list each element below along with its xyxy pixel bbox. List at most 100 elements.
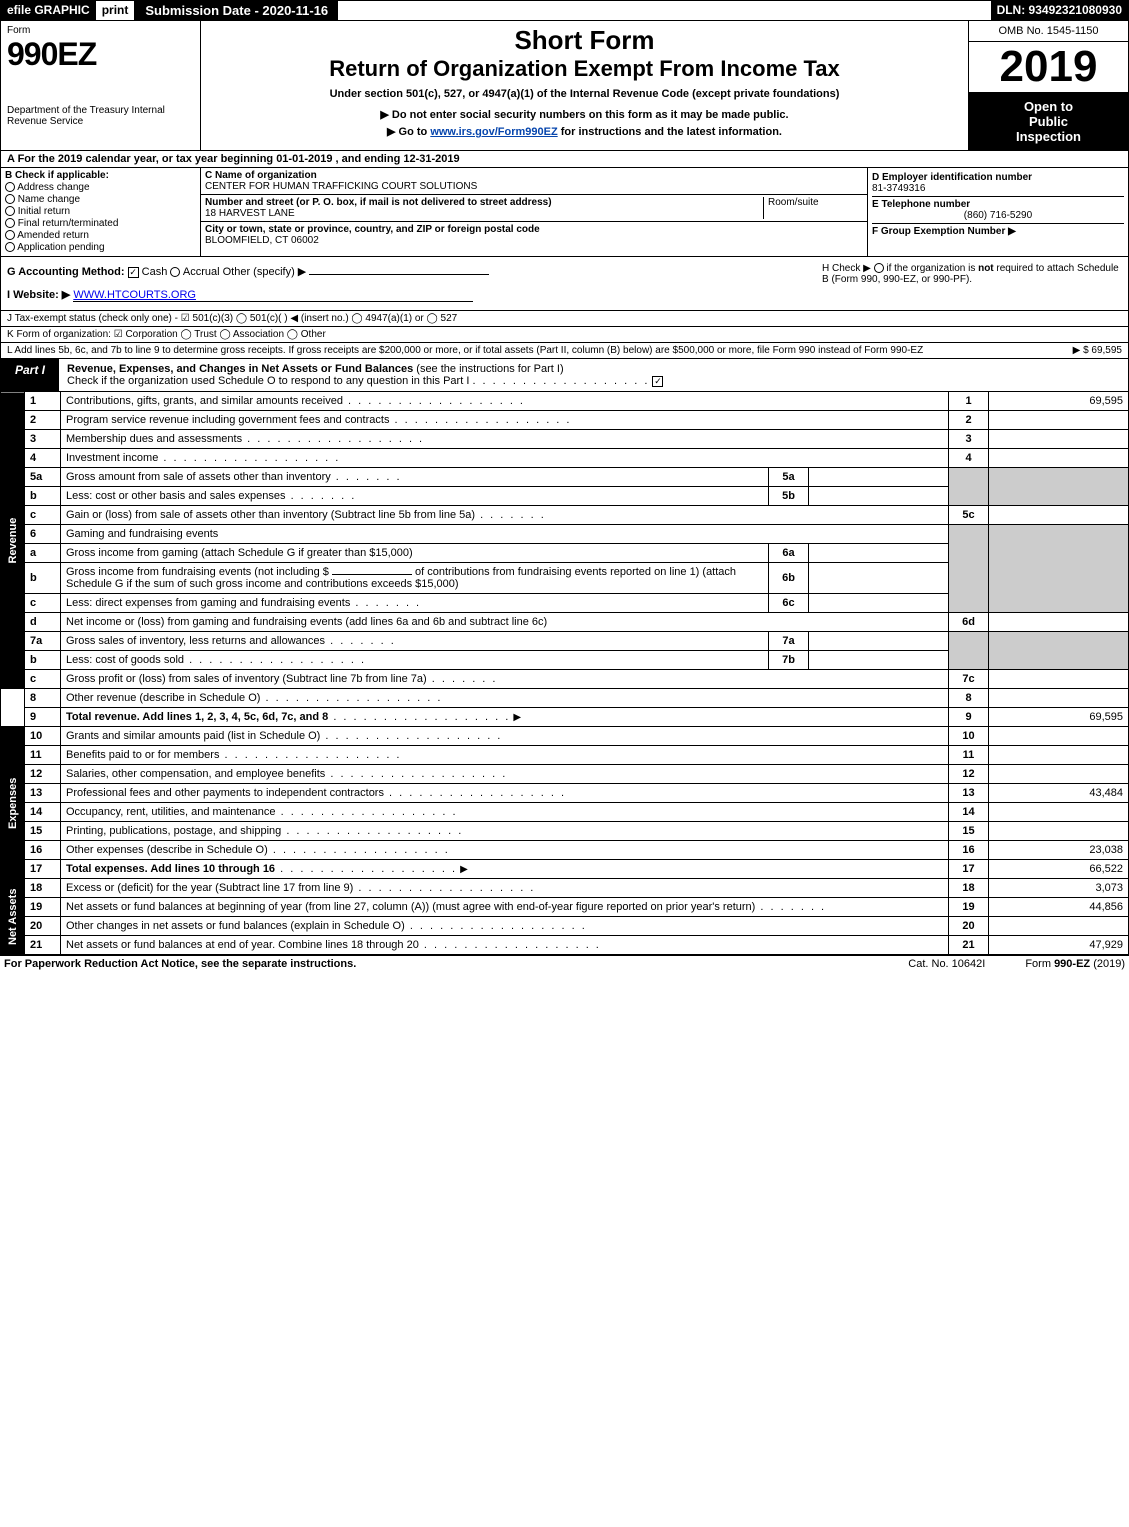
c-city-value: BLOOMFIELD, CT 06002	[205, 235, 540, 246]
l21-val: 47,929	[989, 936, 1129, 955]
short-form-title: Short Form	[205, 25, 964, 56]
l11-val	[989, 746, 1129, 765]
l21-num: 21	[25, 936, 61, 955]
grey-6	[949, 525, 989, 613]
l17-num: 17	[25, 860, 61, 879]
l10-val	[989, 727, 1129, 746]
l5b-desc: Less: cost or other basis and sales expe…	[61, 487, 769, 506]
goto-line: ▶ Go to www.irs.gov/Form990EZ for instru…	[205, 125, 964, 138]
l10-desc: Grants and similar amounts paid (list in…	[61, 727, 949, 746]
l2-rnum: 2	[949, 411, 989, 430]
l15-rnum: 15	[949, 822, 989, 841]
l13-num: 13	[25, 784, 61, 803]
d-tel-label: E Telephone number	[872, 199, 1124, 210]
revenue-tab: Revenue	[1, 392, 25, 689]
form-header: Form 990EZ Department of the Treasury In…	[0, 21, 1129, 151]
l16-num: 16	[25, 841, 61, 860]
l18-num: 18	[25, 879, 61, 898]
l16-desc: Other expenses (describe in Schedule O)	[61, 841, 949, 860]
l5a-num: 5a	[25, 468, 61, 487]
l1-val: 69,595	[989, 392, 1129, 411]
l14-val	[989, 803, 1129, 822]
row-k: K Form of organization: ☑ Corporation ◯ …	[0, 327, 1129, 343]
l1-desc: Contributions, gifts, grants, and simila…	[61, 392, 949, 411]
l5c-val	[989, 506, 1129, 525]
l7a-desc: Gross sales of inventory, less returns a…	[61, 632, 769, 651]
l5b-subval	[809, 487, 949, 506]
l8-num: 8	[25, 689, 61, 708]
row-a: A For the 2019 calendar year, or tax yea…	[0, 151, 1129, 168]
b-opt-final[interactable]: Final return/terminated	[5, 218, 196, 229]
g-accrual-radio[interactable]	[170, 267, 180, 277]
gh-row: G Accounting Method: Cash Accrual Other …	[0, 257, 1129, 311]
website-link[interactable]: WWW.HTCOURTS.ORG	[73, 289, 473, 302]
l3-desc: Membership dues and assessments	[61, 430, 949, 449]
l5b-sub: 5b	[769, 487, 809, 506]
grey-5	[949, 468, 989, 506]
footer-mid: Cat. No. 10642I	[908, 958, 985, 970]
l11-rnum: 11	[949, 746, 989, 765]
l6c-num: c	[25, 594, 61, 613]
l6a-desc: Gross income from gaming (attach Schedul…	[61, 544, 769, 563]
b-opt-pending[interactable]: Application pending	[5, 242, 196, 253]
b-head: B Check if applicable:	[5, 170, 196, 181]
l6a-sub: 6a	[769, 544, 809, 563]
b-opt-address[interactable]: Address change	[5, 182, 196, 193]
b-opt-initial[interactable]: Initial return	[5, 206, 196, 217]
grey-6b	[989, 525, 1129, 613]
d-tel-value: (860) 716-5290	[872, 210, 1124, 221]
lines-table: Revenue 1 Contributions, gifts, grants, …	[0, 392, 1129, 955]
l14-rnum: 14	[949, 803, 989, 822]
open-line2: Public	[973, 114, 1124, 129]
l19-num: 19	[25, 898, 61, 917]
print-link[interactable]: print	[96, 1, 136, 20]
open-line3: Inspection	[973, 129, 1124, 144]
l15-num: 15	[25, 822, 61, 841]
l8-rnum: 8	[949, 689, 989, 708]
l4-val	[989, 449, 1129, 468]
l18-val: 3,073	[989, 879, 1129, 898]
right-col: OMB No. 1545-1150 2019 Open to Public In…	[968, 21, 1128, 150]
form-label: Form	[7, 25, 194, 36]
l7b-num: b	[25, 651, 61, 670]
l20-rnum: 20	[949, 917, 989, 936]
title-col: Short Form Return of Organization Exempt…	[201, 21, 968, 150]
info-row: B Check if applicable: Address change Na…	[0, 168, 1129, 257]
l3-rnum: 3	[949, 430, 989, 449]
dept-label: Department of the Treasury Internal Reve…	[7, 105, 194, 127]
l12-num: 12	[25, 765, 61, 784]
l7c-val	[989, 670, 1129, 689]
b-opt-amended[interactable]: Amended return	[5, 230, 196, 241]
l10-rnum: 10	[949, 727, 989, 746]
l6c-subval	[809, 594, 949, 613]
grey-7b	[989, 632, 1129, 670]
h-radio[interactable]	[874, 263, 884, 273]
l10-num: 10	[25, 727, 61, 746]
l7c-num: c	[25, 670, 61, 689]
l18-desc: Excess or (deficit) for the year (Subtra…	[61, 879, 949, 898]
grey-7	[949, 632, 989, 670]
l6d-num: d	[25, 613, 61, 632]
return-title: Return of Organization Exempt From Incom…	[205, 56, 964, 82]
grey-5b	[989, 468, 1129, 506]
c-city-label: City or town, state or province, country…	[205, 224, 540, 235]
part1-check[interactable]	[652, 376, 663, 387]
l6b-desc: Gross income from fundraising events (no…	[61, 563, 769, 594]
room-suite-label: Room/suite	[763, 197, 863, 219]
l13-rnum: 13	[949, 784, 989, 803]
c-street-value: 18 HARVEST LANE	[205, 208, 552, 219]
l20-val	[989, 917, 1129, 936]
g-cash-check[interactable]	[128, 267, 139, 278]
l13-val: 43,484	[989, 784, 1129, 803]
part1-tab: Part I	[1, 359, 59, 391]
l7b-desc: Less: cost of goods sold	[61, 651, 769, 670]
goto-pre: ▶ Go to	[387, 126, 430, 138]
l1-rnum: 1	[949, 392, 989, 411]
goto-link[interactable]: www.irs.gov/Form990EZ	[430, 126, 557, 138]
l8-desc: Other revenue (describe in Schedule O)	[61, 689, 949, 708]
l5c-num: c	[25, 506, 61, 525]
l7c-rnum: 7c	[949, 670, 989, 689]
b-opt-name[interactable]: Name change	[5, 194, 196, 205]
l7a-subval	[809, 632, 949, 651]
l3-num: 3	[25, 430, 61, 449]
